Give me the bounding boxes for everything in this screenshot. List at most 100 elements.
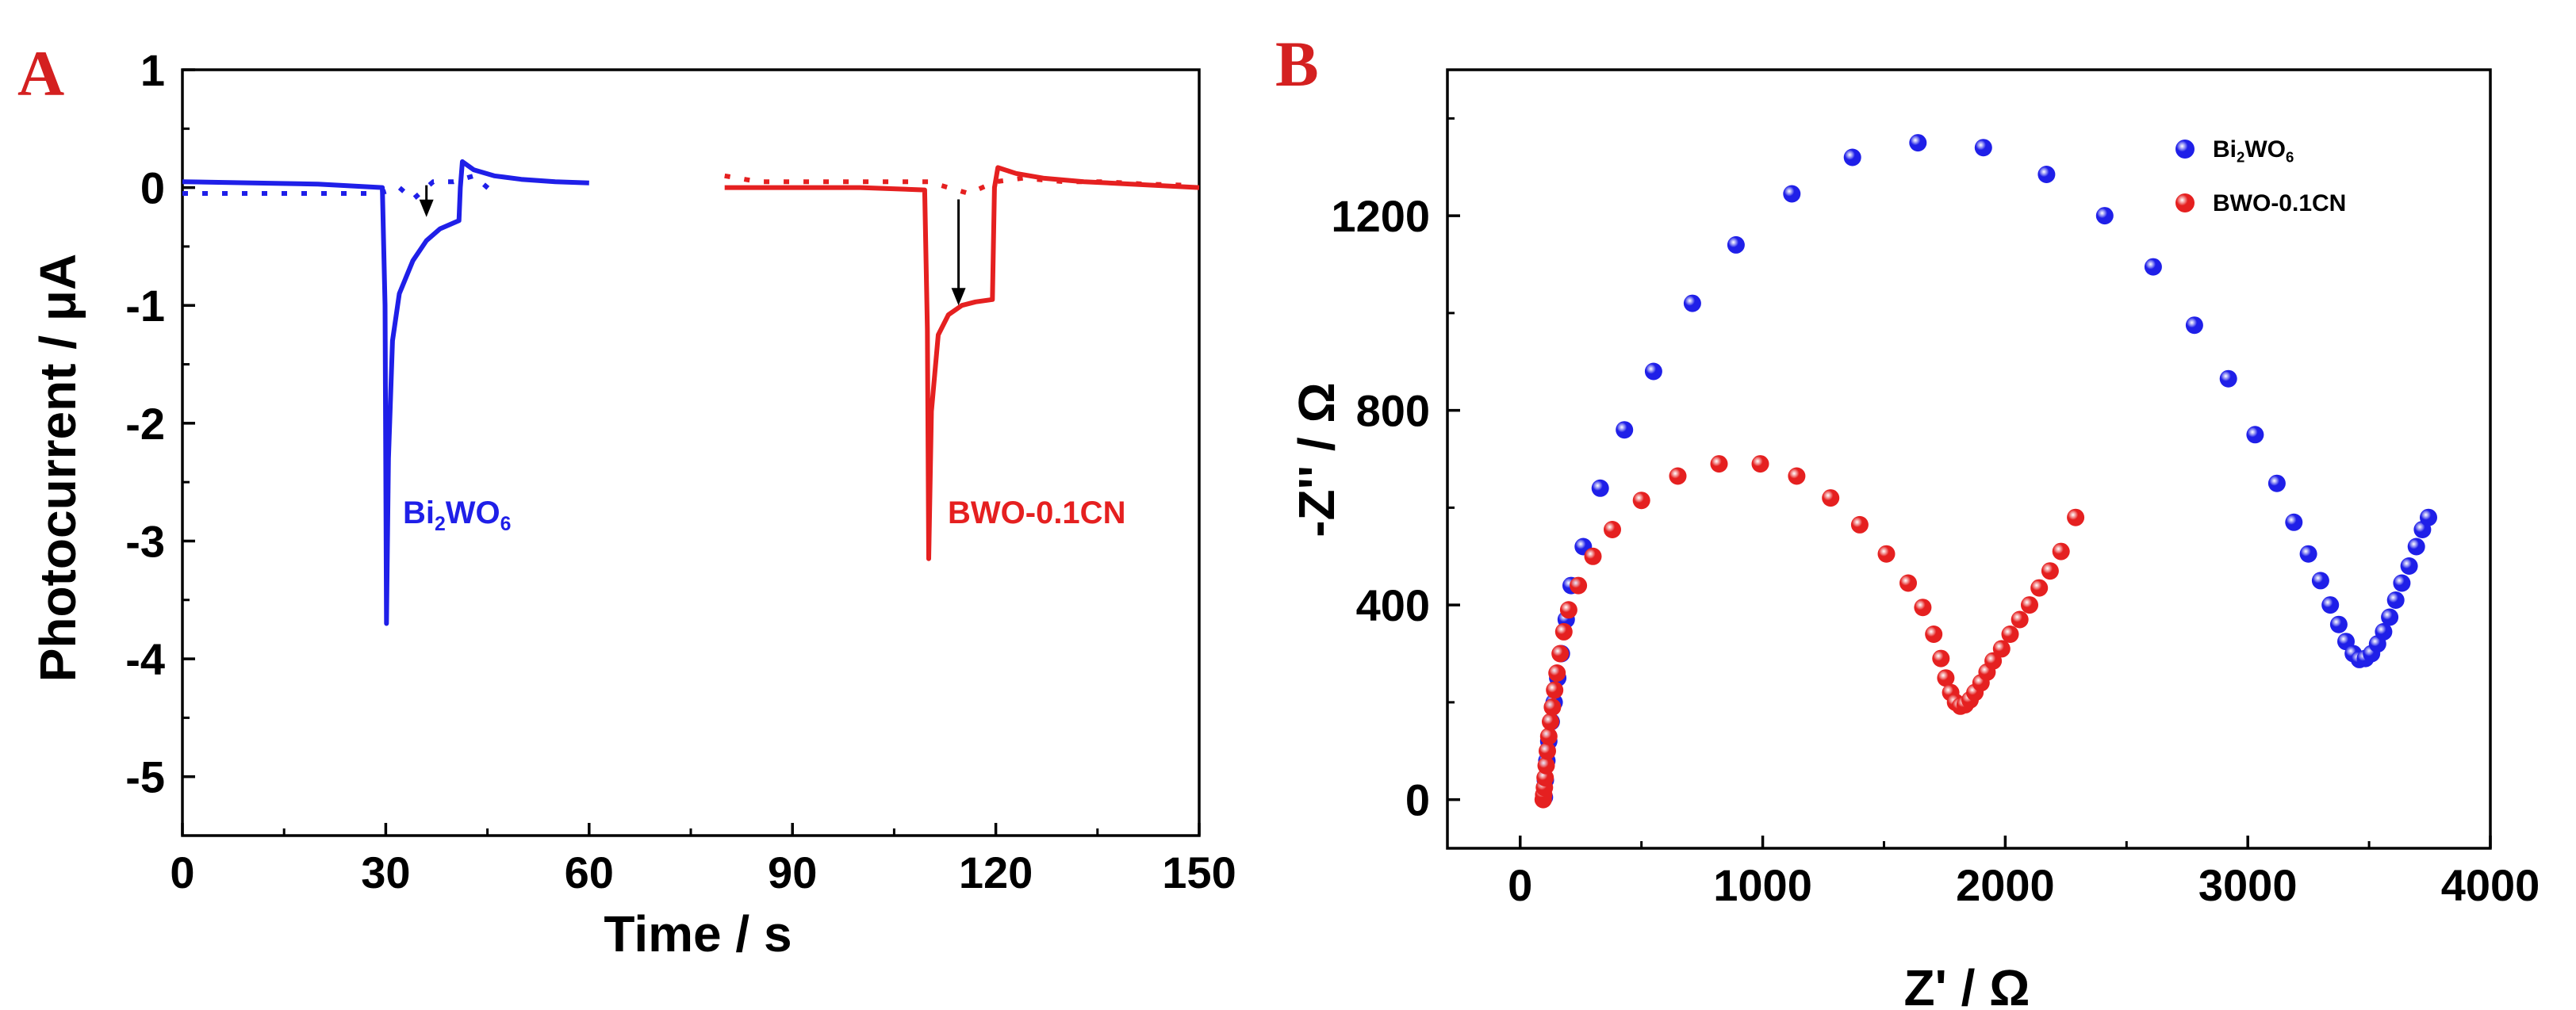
panel-b-point-bi2wo6 — [2299, 545, 2317, 563]
panel-b-x-tick-label: 2000 — [1956, 860, 2055, 910]
panel-b-point-bwo-0-1cn — [1570, 576, 1588, 595]
panel-b-point-bwo-0-1cn — [1604, 521, 1621, 538]
panel-a-x-tick-label: 60 — [565, 847, 614, 897]
panel-a-dotted-line-bwo-0-1cn — [724, 173, 1186, 197]
panel-b-point-bi2wo6 — [1909, 134, 1927, 152]
panel-b-point-bwo-0-1cn — [2021, 596, 2038, 614]
panel-b-y-tick-label: 800 — [1356, 386, 1430, 436]
panel-b-point-bwo-0-1cn — [1932, 649, 1950, 668]
panel-a-y-tick-label: -2 — [125, 399, 165, 449]
panel-b-x-tick-label: 4000 — [2441, 860, 2540, 910]
panel-b-letter: B — [1275, 28, 1319, 100]
panel-a-y-tick-label: -3 — [125, 516, 165, 566]
panel-b-point-bi2wo6 — [2144, 258, 2162, 276]
panel-b-point-bwo-0-1cn — [2030, 579, 2049, 597]
panel-a-x-tick-label: 120 — [959, 847, 1033, 897]
panel-b-point-bwo-0-1cn — [1751, 455, 1769, 473]
panel-b-legend: Bi2WO6 BWO-0.1CN — [2175, 136, 2346, 216]
panel-b-point-bi2wo6 — [2321, 596, 2340, 614]
panel-b-point-bi2wo6 — [1644, 362, 1662, 381]
panel-b-point-bwo-0-1cn — [1539, 727, 1558, 745]
panel-a-dotted-line-bi2wo6 — [182, 173, 496, 203]
panel-b-point-bi2wo6 — [2037, 166, 2056, 183]
panel-b-point-bwo-0-1cn — [1992, 640, 2011, 658]
panel-b-point-bwo-0-1cn — [1543, 698, 1562, 716]
panel-b-point-bwo-0-1cn — [1937, 669, 1955, 687]
panel-b-point-bwo-0-1cn — [1822, 489, 1840, 507]
panel-b-point-bi2wo6 — [1727, 235, 1745, 254]
panel-a-x-axis-label: Time / s — [604, 905, 792, 962]
panel-a-x-tick-label: 0 — [170, 847, 194, 897]
panel-a-series-label-bwo: BWO-0.1CN — [948, 495, 1125, 530]
panel-a-y-tick-label: -1 — [125, 281, 165, 331]
panel-b-point-bi2wo6 — [2246, 426, 2264, 444]
panel-a-y-tick-label: -4 — [125, 634, 165, 684]
panel-b-point-bi2wo6 — [1783, 185, 1801, 203]
panel-b-frame — [1446, 68, 2492, 850]
panel-b-point-bi2wo6 — [2219, 369, 2237, 388]
panel-a-y-tick-label: 1 — [140, 45, 165, 95]
panel-a-series-label-bi2wo6: Bi2WO6 — [403, 495, 511, 535]
panel-a-line-bi2wo6 — [182, 159, 589, 626]
panel-b-point-bwo-0-1cn — [1584, 547, 1602, 565]
panel-a-y-axis-label: Photocurrent / μA — [29, 254, 86, 683]
panel-b-x-tick-label: 0 — [1508, 860, 1532, 910]
panel-b-point-bwo-0-1cn — [1899, 574, 1917, 592]
panel-b-point-bi2wo6 — [2267, 474, 2286, 492]
panel-b-point-bwo-0-1cn — [1710, 455, 1728, 473]
panel-b-point-bi2wo6 — [2400, 557, 2418, 575]
panel-b-point-bi2wo6 — [2420, 508, 2437, 526]
panel-b-point-bwo-0-1cn — [1548, 664, 1566, 682]
panel-b-point-bwo-0-1cn — [1850, 515, 1869, 534]
panel-b-point-bwo-0-1cn — [2067, 508, 2085, 526]
panel-b-point-bwo-0-1cn — [2011, 610, 2029, 629]
panel-b-point-bwo-0-1cn — [1925, 626, 1943, 643]
panel-b-x-tick-label: 3000 — [2198, 860, 2298, 910]
panel-b-point-bi2wo6 — [2381, 608, 2399, 626]
panel-b-x-axis-label: Z' / Ω — [1904, 959, 2030, 1010]
panel-a-letter: A — [17, 37, 64, 109]
panel-b-point-bwo-0-1cn — [1542, 713, 1559, 731]
panel-b-point-bwo-0-1cn — [1877, 545, 1896, 563]
panel-b-point-bwo-0-1cn — [2041, 562, 2059, 580]
panel-b-point-bi2wo6 — [2311, 572, 2329, 590]
panel-b-point-bwo-0-1cn — [1551, 645, 1570, 663]
panel-b-point-bi2wo6 — [2095, 207, 2114, 225]
panel-a-line-bwo-0-1cn — [724, 165, 1200, 561]
panel-b-point-bi2wo6 — [1683, 294, 1701, 312]
panel-b-point-bwo-0-1cn — [1554, 622, 1573, 641]
panel-b-point-bwo-0-1cn — [2001, 626, 2019, 643]
legend-label-bwo-0-1cn: BWO-0.1CN — [2213, 190, 2346, 216]
panel-a-y-tick-label: 0 — [140, 163, 165, 213]
panel-b-point-bwo-0-1cn — [1546, 681, 1564, 699]
panel-b-point-bi2wo6 — [1974, 139, 1992, 157]
panel-b-point-bwo-0-1cn — [1537, 756, 1555, 775]
panel-b-point-bi2wo6 — [2285, 513, 2303, 531]
panel-b-point-bwo-0-1cn — [1669, 467, 1687, 485]
panel-b-point-bi2wo6 — [1591, 479, 1609, 497]
panel-b-point-bwo-0-1cn — [1788, 467, 1806, 485]
panel-b-chart: B 0 400 800 1200 0 1000 2000 3000 4000 Z' / Ω -… — [1275, 28, 2540, 1010]
panel-b-point-bi2wo6 — [2393, 574, 2411, 592]
panel-a-y-tick-label: -5 — [125, 752, 165, 802]
panel-b-point-bi2wo6 — [2185, 316, 2203, 335]
panel-b-point-bwo-0-1cn — [1632, 492, 1650, 510]
panel-b-y-tick-label: 0 — [1405, 775, 1430, 825]
panel-b-y-tick-label: 1200 — [1331, 191, 1430, 241]
legend-label-bi2wo6: Bi2WO6 — [2213, 136, 2294, 166]
panel-b-point-bi2wo6 — [2375, 622, 2393, 641]
panel-a-x-tick-label: 90 — [768, 847, 817, 897]
panel-b-point-bi2wo6 — [2407, 538, 2425, 556]
panel-b-y-tick-label: 400 — [1356, 580, 1430, 630]
panel-b-point-bwo-0-1cn — [1984, 652, 2003, 670]
panel-a-arrowhead-bwo-0-1cn — [951, 288, 966, 306]
panel-b-point-bwo-0-1cn — [2052, 542, 2070, 560]
panel-b-point-bwo-0-1cn — [1539, 742, 1556, 760]
panel-b-y-axis-label: -Z'' / Ω — [1288, 382, 1345, 538]
panel-a-x-tick-label: 30 — [361, 847, 410, 897]
panel-b-point-bi2wo6 — [2386, 591, 2405, 609]
legend-marker-bwo-0-1cn — [2175, 193, 2195, 212]
panel-b-point-bi2wo6 — [2329, 615, 2348, 633]
panel-b-point-bwo-0-1cn — [1559, 601, 1577, 619]
